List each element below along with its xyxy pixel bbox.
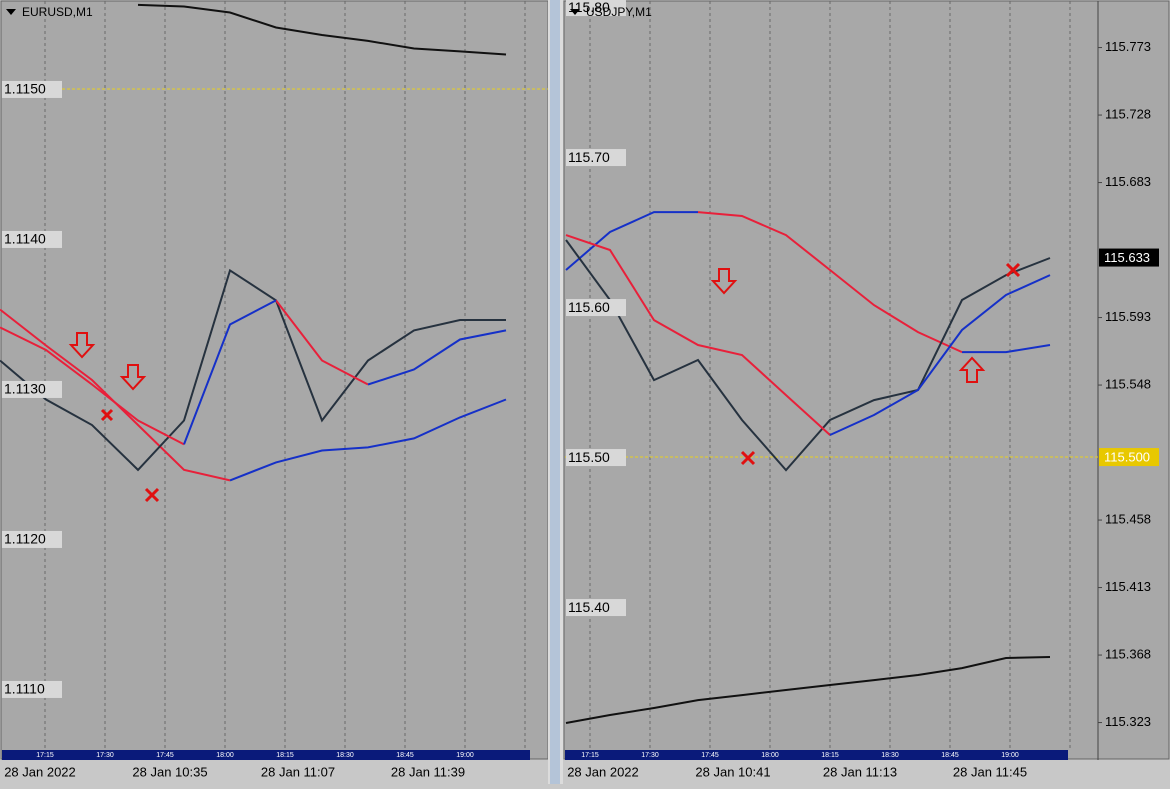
close-cross (1005, 262, 1021, 278)
y-tick-label: 115.683 (1105, 174, 1151, 189)
indicator-line (697, 211, 963, 354)
price-label-box (2, 230, 62, 248)
strip-label: 18:45 (396, 752, 414, 759)
x-tick-label: 28 Jan 10:35 (132, 764, 207, 779)
menu-icon (570, 9, 580, 15)
price-tag-label: 115.633 (1104, 250, 1150, 265)
strip-label: 18:30 (881, 752, 899, 759)
x-tick-label: 28 Jan 11:45 (953, 764, 1027, 779)
indicator-line (137, 3, 507, 56)
strip-label: 18:15 (276, 752, 294, 759)
price-label: 115.80 (568, 0, 610, 15)
price-label-box (2, 680, 62, 698)
indicator-line (183, 299, 507, 445)
close-cross (144, 487, 160, 503)
strip-label: 17:45 (701, 752, 719, 759)
price-label: 1.1150 (4, 81, 46, 97)
menu-icon (6, 9, 16, 15)
price-label: 1.1120 (4, 531, 46, 547)
price-label: 1.1130 (4, 381, 46, 397)
indicator-line (829, 274, 1051, 436)
y-tick-label: 115.413 (1105, 579, 1151, 594)
sell-arrow (710, 268, 738, 295)
chart-panel: 1.1150 1.1140 1.1130 1.1120 1.1110 EURUSD,M1 1… (0, 1, 548, 779)
sell-arrow (68, 332, 96, 359)
strip-label: 17:30 (96, 752, 114, 759)
sell-arrow (119, 364, 147, 391)
strip-label: 18:00 (761, 752, 779, 759)
strip-label: 18:00 (216, 752, 234, 759)
strip-label: 18:45 (941, 752, 959, 759)
indicator-line (565, 239, 1051, 472)
strip-label: 17:30 (641, 752, 659, 759)
y-tick-label: 115.548 (1105, 376, 1151, 391)
price-label: 1.1140 (4, 231, 46, 247)
indicator-line (229, 398, 507, 482)
x-tick-label: 28 Jan 10:41 (695, 764, 770, 779)
time-strip (2, 750, 530, 760)
strip-label: 19:00 (1001, 752, 1019, 759)
price-label-box (2, 380, 62, 398)
price-label-box (2, 80, 62, 98)
price-tag-label: 115.500 (1104, 449, 1150, 464)
price-label: 115.60 (568, 299, 610, 315)
price-label: 115.70 (568, 149, 610, 165)
y-tick-label: 115.773 (1105, 39, 1151, 54)
price-label: 1.1110 (4, 681, 45, 697)
y-tick-label: 115.368 (1105, 646, 1151, 661)
price-label: 115.40 (568, 599, 610, 615)
price-label-box (2, 530, 62, 548)
time-strip (565, 750, 1068, 760)
strip-label: 17:15 (36, 752, 54, 759)
chart-title: USDJPY,M1 (586, 5, 652, 19)
signals (68, 262, 1021, 503)
x-tick-label: 28 Jan 2022 (4, 764, 76, 779)
chart-area (0, 0, 549, 760)
indicator-line (565, 211, 1051, 354)
price-label-box (566, 449, 626, 467)
y-tick-label: 115.458 (1105, 511, 1151, 526)
price-label-box (566, 0, 626, 17)
scrollbar (550, 0, 560, 784)
x-tick-label: 28 Jan 2022 (567, 764, 639, 779)
price-label-box (566, 299, 626, 317)
close-cross (100, 408, 114, 422)
price-tag (1099, 248, 1159, 267)
indicator-line (565, 234, 831, 436)
price-label-box (566, 149, 626, 167)
strip-label: 19:00 (456, 752, 474, 759)
y-tick-label: 115.323 (1105, 714, 1151, 729)
x-tick-label: 28 Jan 11:13 (823, 764, 897, 779)
indicator-line (0, 268, 506, 472)
strip-label: 17:45 (156, 752, 174, 759)
strip-label: 18:30 (336, 752, 354, 759)
chart-area (563, 0, 1170, 760)
price-label: 115.50 (568, 449, 610, 465)
x-tick-label: 28 Jan 11:07 (261, 764, 335, 779)
y-tick-label: 115.593 (1105, 309, 1151, 324)
buy-arrow (958, 356, 986, 383)
y-tick-label: 115.728 (1105, 106, 1151, 121)
chart-panel: 115.80 115.70 115.60 115.50 115.40 115.773 115… (565, 0, 1159, 779)
price-tag (1099, 448, 1159, 467)
indicator-line (565, 656, 1051, 724)
strip-label: 18:15 (821, 752, 839, 759)
price-label-box (566, 599, 626, 617)
chart-title: EURUSD,M1 (22, 5, 93, 19)
close-cross (740, 450, 756, 466)
x-tick-label: 28 Jan 11:39 (391, 764, 465, 779)
strip-label: 17:15 (581, 752, 599, 759)
indicator-line (0, 299, 369, 446)
